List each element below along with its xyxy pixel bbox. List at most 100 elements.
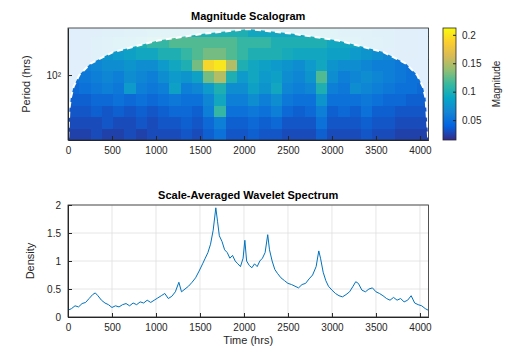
heatmap-cell [158, 117, 170, 129]
heatmap-cell [282, 71, 294, 83]
heatmap-cell [158, 71, 170, 83]
heatmap-cell [338, 117, 350, 129]
heatmap-cell [102, 82, 114, 94]
heatmap-cell [248, 71, 260, 83]
heatmap-cell [406, 128, 418, 140]
heatmap-cell [124, 71, 136, 83]
tick: 1500 [189, 136, 212, 156]
heatmap-cell [113, 117, 125, 129]
tick: 500 [104, 313, 121, 333]
heatmap-cell [91, 94, 103, 106]
spectrum-plot [68, 208, 428, 310]
heatmap-cell [271, 59, 283, 71]
heatmap-cell [406, 82, 418, 94]
heatmap-cell [293, 71, 305, 83]
heatmap-cell [361, 105, 373, 117]
heatmap-cell [181, 82, 193, 94]
heatmap-cell [113, 59, 125, 71]
heatmap-cell [293, 82, 305, 94]
tick-label: 3500 [365, 322, 388, 333]
heatmap-cell [226, 71, 238, 83]
heatmap-cell [350, 117, 362, 129]
heatmap-cell [91, 128, 103, 140]
tick: 4000 [409, 313, 432, 333]
heatmap-cell [237, 71, 249, 83]
axis-line [69, 140, 429, 141]
tick-label: 0.2 [462, 30, 476, 41]
tick: 0.15 [453, 58, 482, 69]
heatmap-cell [113, 94, 125, 106]
heatmap-cell [124, 117, 136, 129]
heatmap-cell [327, 105, 339, 117]
heatmap-cell [91, 105, 103, 117]
heatmap-cell [361, 71, 373, 83]
heatmap-cell [293, 36, 305, 48]
heatmap-cell [327, 94, 339, 106]
heatmap-cell [203, 82, 215, 94]
heatmap-cell [226, 48, 238, 60]
y-axis-title: Period (hrs) [20, 55, 32, 112]
heatmap-cell [383, 71, 395, 83]
heatmap-cell [181, 105, 193, 117]
tick: 1000 [145, 313, 168, 333]
heatmap-cell [237, 82, 249, 94]
heatmap-cell [327, 59, 339, 71]
heatmap-cell [316, 59, 328, 71]
heatmap-cell [395, 117, 407, 129]
heatmap-cell [169, 105, 181, 117]
heatmap-cell [259, 71, 271, 83]
heatmap-cell [372, 128, 384, 140]
grid-line [68, 261, 428, 262]
heatmap-cell [181, 59, 193, 71]
title: Magnitude Scalogram [191, 10, 306, 22]
tick-mark [453, 35, 456, 36]
heatmap-cell [338, 128, 350, 140]
heatmap-cell [282, 48, 294, 60]
heatmap-cell [113, 105, 125, 117]
heatmap-cell [203, 128, 215, 140]
heatmap-cell [372, 117, 384, 129]
coi-region [68, 28, 428, 138]
tick: 0.2 [453, 30, 476, 41]
heatmap-cell [259, 105, 271, 117]
heatmap-cell [406, 94, 418, 106]
heatmap-cell [214, 48, 226, 60]
tick-mark [68, 205, 72, 206]
heatmap-cell [214, 59, 226, 71]
heatmap-cell [136, 94, 148, 106]
heatmap-cell [282, 128, 294, 140]
heatmap-cell [271, 71, 283, 83]
heatmap-cell [271, 94, 283, 106]
heatmap-cell [147, 82, 159, 94]
tick-label: 2500 [277, 145, 300, 156]
tick-label: 2 [55, 200, 61, 211]
colorbar-axis: 0.050.10.150.2 [453, 29, 482, 141]
heatmap-cell [305, 117, 317, 129]
tick: 3000 [321, 136, 344, 156]
heatmap-cell [248, 36, 260, 48]
tick-mark [200, 313, 201, 317]
heatmap-cell [383, 105, 395, 117]
heatmap-cell [237, 105, 249, 117]
heatmap-cell [316, 82, 328, 94]
tick: 2000 [233, 313, 256, 333]
axis-line [68, 29, 69, 141]
tick-mark [453, 92, 456, 93]
heatmap-cell [327, 48, 339, 60]
tick: 1500 [189, 313, 212, 333]
heatmap-cell [316, 105, 328, 117]
heatmap-cell [226, 105, 238, 117]
heatmap-cell [192, 117, 204, 129]
heatmap-cell [248, 105, 260, 117]
tick: 2500 [277, 136, 300, 156]
heatmap-cell [338, 94, 350, 106]
tick: 2500 [277, 313, 300, 333]
tick-label: 10² [47, 70, 62, 81]
heatmap-cell [169, 48, 181, 60]
heatmap-cell [102, 117, 114, 129]
coi-line [68, 29, 428, 138]
heatmap-cell [203, 59, 215, 71]
heatmap-cell [259, 82, 271, 94]
tick-mark [332, 136, 333, 140]
tick: 0.5 [47, 284, 72, 295]
